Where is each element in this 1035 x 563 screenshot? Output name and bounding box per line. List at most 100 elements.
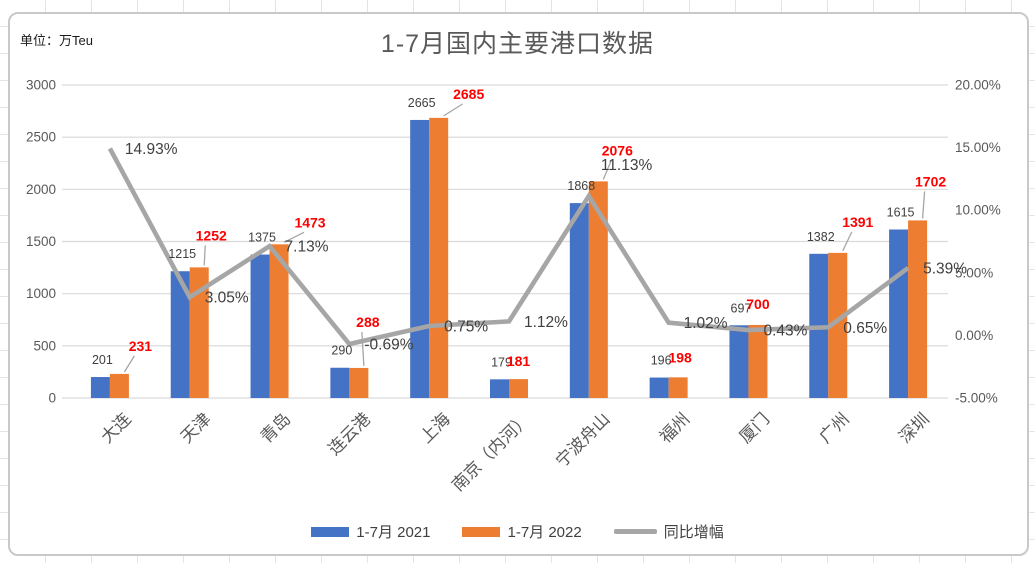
growth-label-厦门: 0.43% <box>763 323 807 340</box>
y-axis-left-label: 2500 <box>26 130 56 145</box>
value-label-2021-深圳: 1615 <box>887 206 915 220</box>
y-axis-left-label: 0 <box>48 391 56 406</box>
growth-label-大连: 14.93% <box>125 141 178 158</box>
bar-2022-连云港[interactable] <box>349 367 369 398</box>
value-label-2021-广州: 1382 <box>807 230 835 244</box>
value-label-2022-南京（内河）: 181 <box>507 353 531 369</box>
y-axis-right-label: -5.00% <box>955 391 998 406</box>
value-label-2022-天津: 1252 <box>196 227 227 243</box>
x-axis-label-广州: 广州 <box>816 409 853 446</box>
bar-2021-厦门[interactable] <box>729 325 749 398</box>
value-label-2022-上海: 2685 <box>453 86 484 102</box>
bar-2021-南京（内河）[interactable] <box>490 379 509 398</box>
growth-label-连云港: -0.69% <box>364 337 413 354</box>
legend-item-growth[interactable]: 同比增幅 <box>613 521 724 542</box>
y-axis-right-label: 20.00% <box>955 78 1001 93</box>
growth-label-深圳: 5.39% <box>923 260 967 277</box>
x-axis-label-宁波舟山: 宁波舟山 <box>552 409 614 471</box>
bar-2021-连云港[interactable] <box>330 367 350 398</box>
bar-2022-青岛[interactable] <box>269 244 289 398</box>
legend-label-growth: 同比增幅 <box>663 524 724 541</box>
y-axis-left-label: 3000 <box>26 78 56 93</box>
growth-label-宁波舟山: 11.13% <box>601 157 653 174</box>
value-label-2021-福州: 196 <box>651 354 672 368</box>
value-label-2022-青岛: 1473 <box>294 214 325 230</box>
bar-2022-南京（内河）[interactable] <box>509 379 528 398</box>
x-axis-label-大连: 大连 <box>97 409 134 446</box>
legend-swatch-2021-bar <box>311 526 350 537</box>
growth-label-天津: 3.05% <box>205 290 249 307</box>
growth-line[interactable] <box>107 147 910 347</box>
value-label-2021-天津: 1215 <box>168 247 196 261</box>
y-axis-left-label: 2000 <box>26 182 56 197</box>
bar-2022-福州[interactable] <box>668 377 688 398</box>
bar-2022-大连[interactable] <box>109 373 129 398</box>
label-leader-line <box>842 231 853 252</box>
label-leader-line <box>443 103 464 117</box>
value-label-2021-上海: 2665 <box>408 96 436 110</box>
value-label-2021-大连: 201 <box>92 353 113 367</box>
y-axis-right-label: 15.00% <box>955 140 1001 155</box>
chart-legend: 1-7月 2021 1-7月 2022 同比增幅 <box>0 521 1035 542</box>
bar-2021-天津[interactable] <box>170 271 190 398</box>
label-leader-line <box>921 191 926 219</box>
bar-2022-上海[interactable] <box>429 117 449 399</box>
value-label-2021-宁波舟山: 1868 <box>567 179 595 193</box>
unit-label: 单位：万Teu <box>20 33 93 48</box>
legend-label-2021: 1-7月 2021 <box>356 524 431 541</box>
bar-2021-大连[interactable] <box>90 377 110 398</box>
value-label-2022-广州: 1391 <box>842 214 873 230</box>
x-axis-label-福州: 福州 <box>656 409 693 446</box>
label-leader-line <box>123 355 135 373</box>
legend-label-2022: 1-7月 2022 <box>507 524 582 541</box>
value-label-2022-连云港: 288 <box>356 314 380 330</box>
value-label-2022-福州: 198 <box>668 349 692 365</box>
legend-item-2021[interactable]: 1-7月 2021 <box>311 521 430 542</box>
y-axis-left-label: 1000 <box>26 286 56 301</box>
label-leader-line <box>602 160 612 180</box>
label-leader-line <box>283 231 305 243</box>
bar-2021-深圳[interactable] <box>889 229 909 398</box>
bar-2021-福州[interactable] <box>649 377 669 398</box>
y-axis-left-label: 500 <box>33 338 56 353</box>
y-axis-left-label: 1500 <box>26 234 56 249</box>
x-axis-label-青岛: 青岛 <box>257 409 294 446</box>
x-axis-label-深圳: 深圳 <box>895 409 932 446</box>
label-leader-line <box>361 331 365 366</box>
legend-swatch-2022-bar <box>462 526 501 537</box>
bar-2022-厦门[interactable] <box>748 324 768 398</box>
bar-2022-深圳[interactable] <box>908 220 928 398</box>
bar-2021-青岛[interactable] <box>250 254 270 398</box>
label-leader-line <box>203 245 206 266</box>
y-axis-right-label: 0.00% <box>955 328 993 343</box>
value-label-2021-厦门: 697 <box>731 301 752 315</box>
value-label-2021-青岛: 1375 <box>248 231 276 245</box>
bar-2022-宁波舟山[interactable] <box>588 181 608 398</box>
value-label-2022-大连: 231 <box>129 338 153 354</box>
growth-label-青岛: 7.13% <box>285 239 329 256</box>
x-axis-label-厦门: 厦门 <box>736 409 773 446</box>
bar-2021-宁波舟山[interactable] <box>569 203 589 398</box>
growth-label-福州: 1.02% <box>684 315 728 332</box>
growth-label-南京（内河）: 1.12% <box>524 314 568 331</box>
bar-2021-上海[interactable] <box>410 119 430 399</box>
y-axis-right-label: 5.00% <box>955 265 993 280</box>
value-label-2022-厦门: 700 <box>746 296 770 312</box>
bar-2022-天津[interactable] <box>189 267 209 398</box>
x-axis-label-南京（内河）: 南京（内河） <box>448 409 534 495</box>
growth-label-广州: 0.65% <box>843 320 887 337</box>
value-label-2022-深圳: 1702 <box>915 173 946 189</box>
bar-2022-广州[interactable] <box>828 252 848 398</box>
x-axis-label-连云港: 连云港 <box>325 409 374 458</box>
y-axis-right-label: 10.00% <box>955 203 1001 218</box>
value-label-2021-连云港: 290 <box>331 344 352 358</box>
x-axis-label-上海: 上海 <box>417 409 454 446</box>
legend-item-2022[interactable]: 1-7月 2022 <box>462 521 582 542</box>
growth-label-上海: 0.75% <box>444 319 488 336</box>
value-label-2022-宁波舟山: 2076 <box>602 142 633 158</box>
chart-title: 1-7月国内主要港口数据 <box>380 30 655 58</box>
legend-swatch-growth-line <box>613 529 657 534</box>
x-axis-label-天津: 天津 <box>177 409 214 446</box>
value-label-2021-南京（内河）: 179 <box>491 355 512 369</box>
